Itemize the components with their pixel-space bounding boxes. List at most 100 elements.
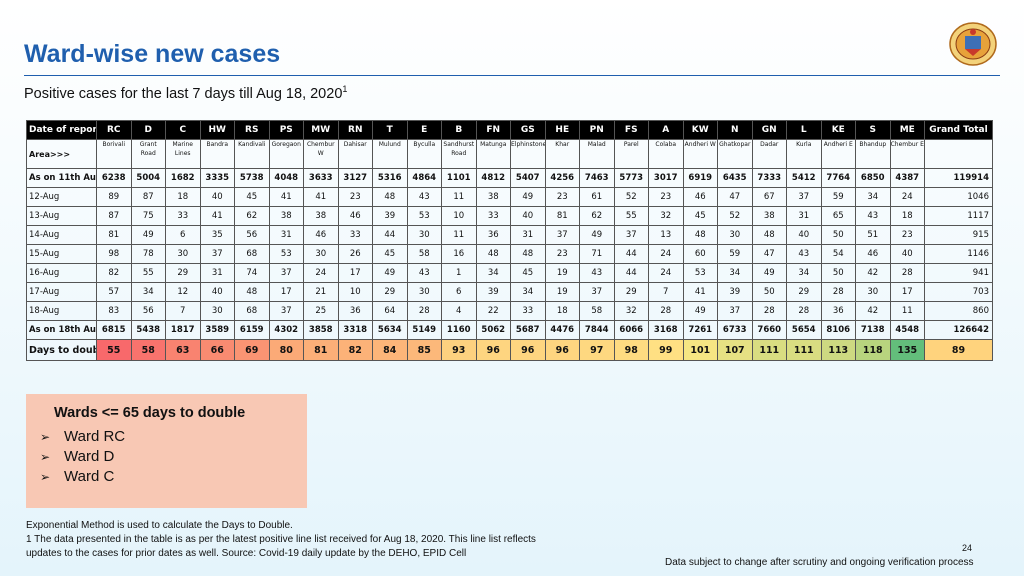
table-row: 13-Aug 87 75 33 41 62 38 38 46 39 53 10 33 40 81 62 55 32… xyxy=(26,206,993,226)
header-ward-hw: HW xyxy=(199,120,235,140)
table-cell: 36 xyxy=(820,301,856,321)
area-cell: Malad xyxy=(579,139,615,169)
table-cell: 64 xyxy=(372,301,408,321)
table-cell: 43 xyxy=(406,187,442,207)
table-cell: 44 xyxy=(613,244,649,264)
table-cell: 31 xyxy=(268,225,304,245)
days-to-double-cell: 107 xyxy=(717,339,753,361)
table-row: As on 18th Aug 6815 5438 1817 3589 6159 4302 38… xyxy=(26,320,993,340)
table-cell: 81 xyxy=(96,225,132,245)
table-cell: 46 xyxy=(855,244,891,264)
table-cell: 41 xyxy=(682,282,718,302)
table-cell: 30 xyxy=(855,282,891,302)
table-cell: 13 xyxy=(648,225,684,245)
table-cell: 38 xyxy=(475,187,511,207)
title-divider xyxy=(24,75,1000,76)
days-to-double-cell: 96 xyxy=(475,339,511,361)
table-cell: 5062 xyxy=(475,320,511,340)
table-cell: 54 xyxy=(820,244,856,264)
table-cell: 49 xyxy=(372,263,408,283)
table-cell: 31 xyxy=(199,263,235,283)
row-label: 13-Aug xyxy=(26,206,97,226)
table-cell: 38 xyxy=(268,206,304,226)
table-cell: 71 xyxy=(579,244,615,264)
row-grand-total: 1046 xyxy=(924,187,993,207)
table-cell: 16 xyxy=(441,244,477,264)
area-cell: Kurla xyxy=(786,139,822,169)
table-cell: 34 xyxy=(717,263,753,283)
table-cell: 49 xyxy=(579,225,615,245)
alert-ward-item: ➢ Ward RC xyxy=(40,427,125,447)
table-cell: 30 xyxy=(717,225,753,245)
header-ward-he: HE xyxy=(544,120,580,140)
table-cell: 7138 xyxy=(855,320,891,340)
footnote-method: Exponential Method is used to calculate … xyxy=(26,520,293,531)
table-cell: 3633 xyxy=(303,168,339,188)
header-ward-e: E xyxy=(406,120,442,140)
table-cell: 5687 xyxy=(510,320,546,340)
table-cell: 45 xyxy=(682,206,718,226)
area-cell: Chembur W xyxy=(303,139,339,169)
table-cell: 43 xyxy=(406,263,442,283)
arrow-bullet-icon: ➢ xyxy=(40,450,51,464)
table-cell: 4864 xyxy=(406,168,442,188)
table-cell: 24 xyxy=(648,263,684,283)
table-cell: 19 xyxy=(544,263,580,283)
area-cell: Dadar xyxy=(751,139,787,169)
table-cell: 28 xyxy=(889,263,925,283)
area-total-blank xyxy=(924,139,993,169)
table-cell: 30 xyxy=(406,282,442,302)
days-to-double-cell: 80 xyxy=(268,339,304,361)
row-grand-total: 941 xyxy=(924,263,993,283)
table-cell: 28 xyxy=(820,282,856,302)
header-ward-gs: GS xyxy=(510,120,546,140)
table-cell: 5773 xyxy=(613,168,649,188)
table-cell: 48 xyxy=(234,282,270,302)
days-to-double-cell: 113 xyxy=(820,339,856,361)
table-cell: 6435 xyxy=(717,168,753,188)
table-cell: 6238 xyxy=(96,168,132,188)
header-ward-kw: KW xyxy=(682,120,718,140)
table-cell: 34 xyxy=(130,282,166,302)
table-cell: 17 xyxy=(889,282,925,302)
table-cell: 30 xyxy=(406,225,442,245)
table-cell: 47 xyxy=(751,244,787,264)
footnote-source: updates to the cases for prior dates as … xyxy=(26,548,467,559)
table-cell: 87 xyxy=(96,206,132,226)
table-cell: 17 xyxy=(268,282,304,302)
table-cell: 7660 xyxy=(751,320,787,340)
table-cell: 3589 xyxy=(199,320,235,340)
table-cell: 40 xyxy=(199,187,235,207)
table-cell: 49 xyxy=(682,301,718,321)
area-cell: Andheri E xyxy=(820,139,856,169)
header-ward-fs: FS xyxy=(613,120,649,140)
table-cell: 23 xyxy=(544,244,580,264)
table-cell: 98 xyxy=(96,244,132,264)
header-ward-mw: MW xyxy=(303,120,339,140)
table-cell: 41 xyxy=(303,187,339,207)
table-cell: 67 xyxy=(751,187,787,207)
days-to-double-cell: 135 xyxy=(889,339,925,361)
table-cell: 40 xyxy=(510,206,546,226)
area-cell: Dahisar xyxy=(337,139,373,169)
table-cell: 89 xyxy=(96,187,132,207)
alert-ward-label: Ward C xyxy=(64,468,115,485)
table-cell: 30 xyxy=(165,244,201,264)
area-cell: Khar xyxy=(544,139,580,169)
row-label: As on 18th Aug xyxy=(26,320,97,340)
days-to-double-row: Days to double55586366698081828485939696… xyxy=(26,339,993,361)
days-to-double-cell: 81 xyxy=(303,339,339,361)
table-row: As on 11th Aug 6238 5004 1682 3335 5738 4048 36… xyxy=(26,168,993,188)
table-cell: 23 xyxy=(544,187,580,207)
table-cell: 56 xyxy=(130,301,166,321)
header-ward-ps: PS xyxy=(268,120,304,140)
arrow-bullet-icon: ➢ xyxy=(40,430,51,444)
table-cell: 3858 xyxy=(303,320,339,340)
table-cell: 40 xyxy=(889,244,925,264)
table-cell: 42 xyxy=(855,301,891,321)
header-ward-n: N xyxy=(717,120,753,140)
table-row: 17-Aug 57 34 12 40 48 17 21 10 29 30 6 39 34 19 37 29 7 41… xyxy=(26,282,993,302)
table-cell: 55 xyxy=(130,263,166,283)
table-cell: 39 xyxy=(475,282,511,302)
header-ward-pn: PN xyxy=(579,120,615,140)
